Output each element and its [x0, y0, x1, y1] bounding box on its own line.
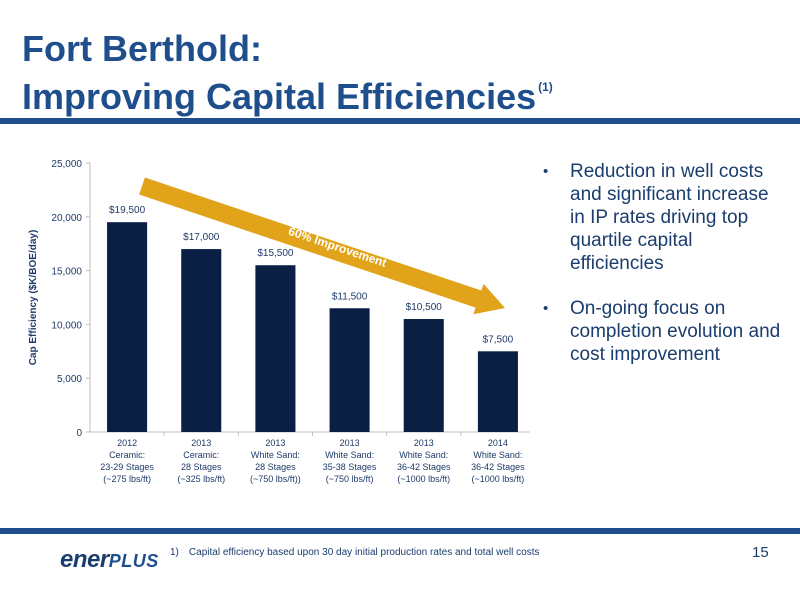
x-tick-label: 23-29 Stages [100, 462, 154, 472]
bar [107, 222, 148, 432]
x-tick-label: Ceramic: [109, 450, 145, 460]
bar-data-label: $15,500 [257, 248, 294, 259]
footnote-text: Capital efficiency based upon 30 day ini… [188, 547, 540, 558]
y-axis-label: Cap Efficiency ($K/BOE/day) [28, 230, 39, 366]
y-tick-label: 25,000 [51, 159, 82, 170]
bar [329, 308, 370, 432]
x-tick-label: 35-38 Stages [323, 462, 377, 472]
x-tick-label: (~750 lbs/ft) [326, 474, 374, 484]
x-tick-label: 36-42 Stages [397, 462, 451, 472]
bullet-dot-icon: • [543, 300, 549, 317]
x-tick-label: White Sand: [399, 450, 448, 460]
bullet-text: On-going focus on completion evolution a… [570, 298, 781, 365]
bullet-text: Reduction in well costs and significant … [570, 161, 769, 274]
x-tick-label: 2012 [117, 438, 137, 448]
title-line-1: Fort Berthold: [22, 28, 262, 69]
x-tick-label: 2013 [340, 438, 360, 448]
bar [477, 351, 518, 432]
x-tick-label: 2013 [191, 438, 211, 448]
x-tick-label: (~325 lbs/ft) [177, 474, 225, 484]
bar [181, 249, 222, 432]
x-tick-label: (~1000 lbs/ft) [397, 474, 450, 484]
x-tick-label: (~1000 lbs/ft) [472, 474, 525, 484]
bar-data-label: $11,500 [332, 291, 368, 302]
page-number: 15 [752, 544, 769, 561]
bullet-item: • Reduction in well costs and significant… [535, 160, 785, 275]
bullet-dot-icon: • [543, 163, 549, 180]
y-tick-label: 5,000 [57, 374, 82, 385]
y-tick-label: 15,000 [51, 267, 82, 278]
bar [403, 319, 444, 432]
y-tick-label: 10,000 [51, 320, 82, 331]
x-tick-label: 2014 [488, 438, 508, 448]
x-tick-label: (~750 lbs/ft)) [250, 474, 301, 484]
title-divider [0, 118, 800, 124]
bar-data-label: $17,000 [183, 232, 220, 243]
bullet-list: • Reduction in well costs and significant… [535, 160, 785, 388]
footer-divider [0, 528, 800, 534]
bar [255, 265, 296, 432]
bar-data-label: $19,500 [109, 205, 146, 216]
x-tick-label: White Sand: [473, 450, 522, 460]
title-footnote-marker: (1) [538, 80, 553, 94]
y-tick-label: 20,000 [51, 213, 82, 224]
x-tick-label: 2013 [265, 438, 285, 448]
footnote-number: 1) [170, 547, 179, 558]
bar-data-label: $10,500 [406, 302, 443, 313]
footnote: 1) Capital efficiency based upon 30 day i… [170, 547, 540, 558]
x-tick-label: 28 Stages [181, 462, 222, 472]
x-tick-label: 36-42 Stages [471, 462, 525, 472]
x-tick-label: 28 Stages [255, 462, 296, 472]
x-tick-label: 2013 [414, 438, 434, 448]
enerplus-logo: enerPLUS [60, 546, 159, 573]
x-tick-label: Ceramic: [183, 450, 219, 460]
x-tick-label: (~275 lbs/ft) [103, 474, 151, 484]
slide-title: Fort Berthold: Improving Capital Efficie… [22, 30, 553, 116]
y-tick-label: 0 [76, 428, 82, 439]
title-line-2: Improving Capital Efficiencies [22, 76, 537, 117]
bullet-item: • On-going focus on completion evolution … [535, 297, 785, 366]
improvement-arrow-icon [139, 177, 505, 315]
capital-efficiency-bar-chart: 0 5,000 10,000 15,000 20,000 25,000 Cap Effici… [28, 159, 530, 484]
x-tick-label: White Sand: [325, 450, 374, 460]
bar-data-label: $7,500 [483, 334, 514, 345]
x-tick-label: White Sand: [251, 450, 300, 460]
